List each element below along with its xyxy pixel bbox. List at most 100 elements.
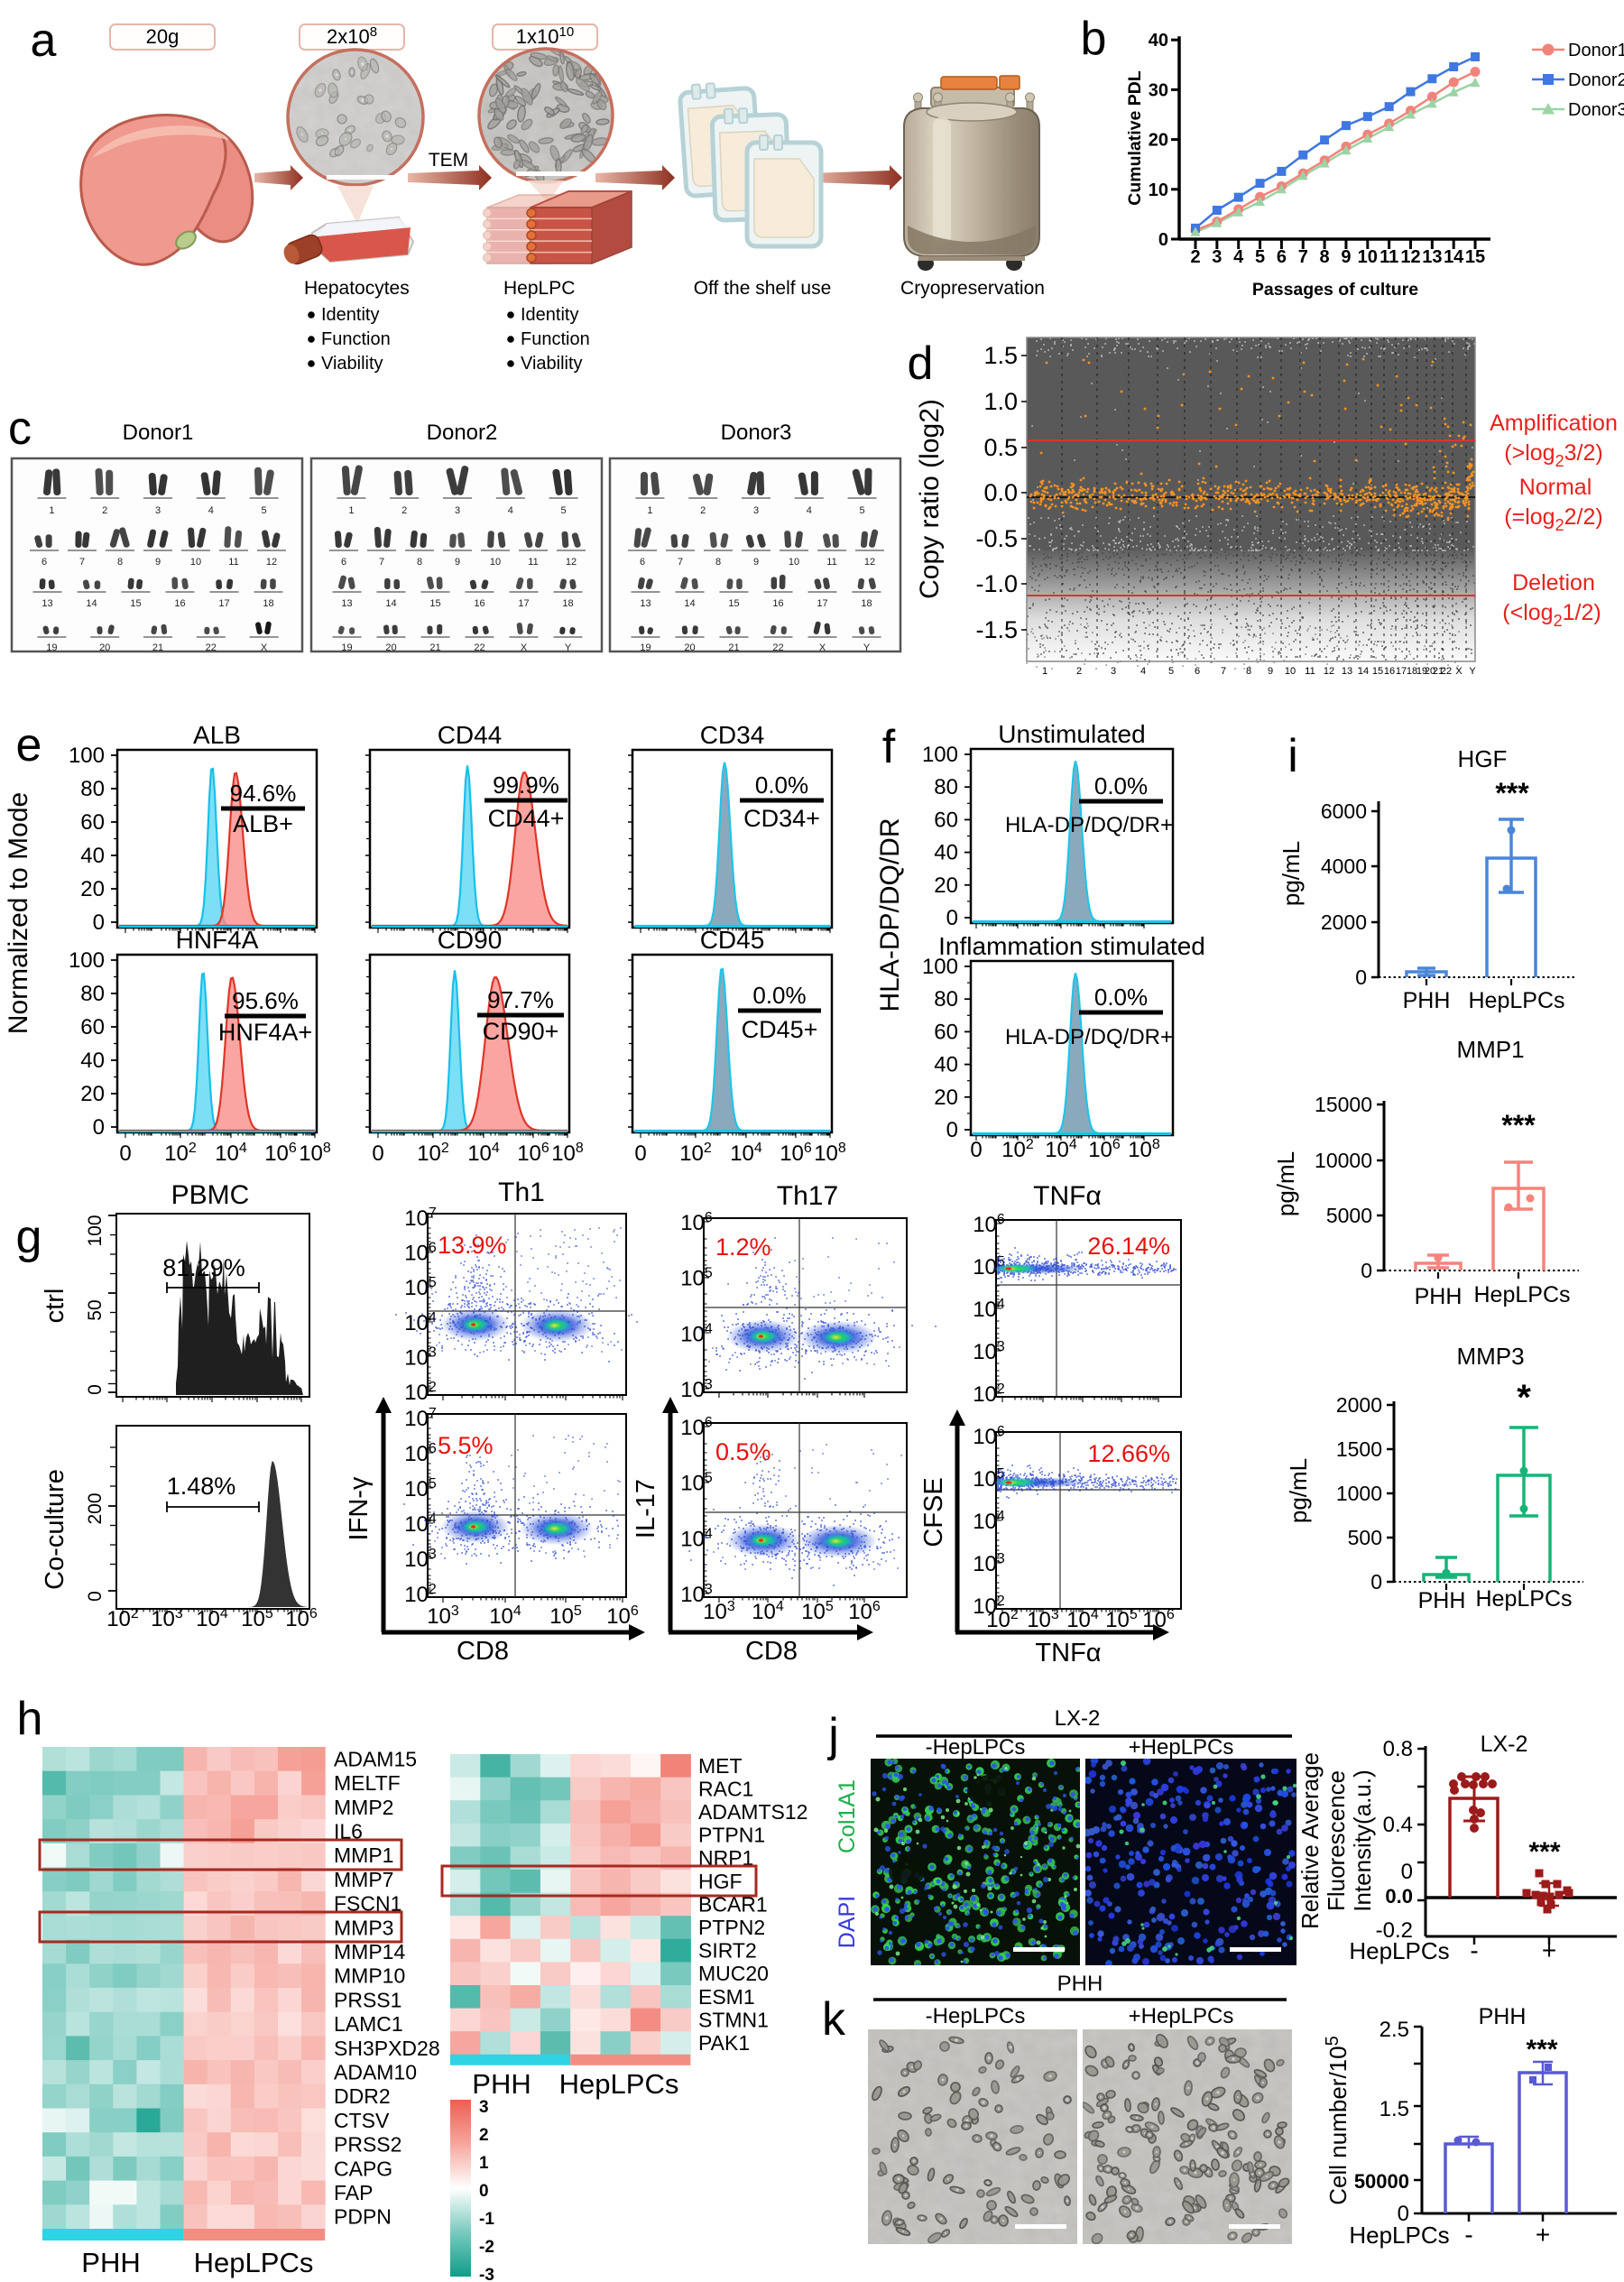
- svg-text:LX-2: LX-2: [1481, 1732, 1528, 1757]
- svg-text:MMP2: MMP2: [334, 1796, 393, 1819]
- svg-text:-0.2: -0.2: [1376, 1918, 1413, 1943]
- svg-text:PAK1: PAK1: [698, 2031, 750, 2055]
- svg-text:16: 16: [174, 598, 185, 609]
- svg-text:1: 1: [647, 505, 652, 516]
- svg-text:10: 10: [1149, 180, 1168, 200]
- svg-text:-: -: [1464, 2221, 1472, 2249]
- svg-text:20: 20: [934, 873, 958, 898]
- svg-text:6: 6: [42, 557, 47, 568]
- svg-text:e: e: [16, 719, 42, 771]
- svg-text:2.5: 2.5: [1379, 2018, 1409, 2042]
- svg-text:-HepLPCs: -HepLPCs: [926, 1735, 1026, 1760]
- svg-text:6: 6: [1277, 247, 1287, 267]
- svg-text:HepLPCs: HepLPCs: [194, 2247, 314, 2278]
- svg-text:TNFα: TNFα: [1033, 1181, 1102, 1211]
- svg-text:pg/mL: pg/mL: [1285, 1458, 1312, 1523]
- svg-text:MELTF: MELTF: [334, 1771, 401, 1795]
- svg-text:11: 11: [1305, 666, 1315, 677]
- svg-text:PHH: PHH: [472, 2068, 531, 2100]
- svg-text:2: 2: [1190, 247, 1200, 267]
- svg-text:PHH: PHH: [1418, 1588, 1466, 1613]
- svg-text:17: 17: [218, 598, 229, 609]
- svg-text:+: +: [1542, 1936, 1556, 1964]
- svg-text:pg/mL: pg/mL: [1272, 1151, 1299, 1216]
- svg-text:Inflammation stimulated: Inflammation stimulated: [938, 932, 1205, 960]
- svg-text:***: ***: [1528, 1837, 1560, 1867]
- svg-text:1000: 1000: [1336, 1482, 1382, 1505]
- svg-text:9: 9: [1268, 666, 1273, 677]
- svg-text:0: 0: [479, 2182, 489, 2201]
- svg-text:Identity: Identity: [321, 305, 379, 325]
- svg-text:MMP7: MMP7: [334, 1868, 393, 1891]
- svg-text:4: 4: [807, 505, 812, 516]
- svg-text:-1.5: -1.5: [975, 616, 1018, 643]
- svg-text:0: 0: [372, 1141, 383, 1166]
- svg-text:DAPI: DAPI: [835, 1896, 860, 1948]
- svg-text:Col1A1: Col1A1: [835, 1779, 860, 1853]
- svg-text:8: 8: [1246, 666, 1251, 677]
- svg-text:3: 3: [1212, 247, 1222, 267]
- svg-text:DDR2: DDR2: [334, 2084, 391, 2108]
- svg-text:100: 100: [922, 955, 958, 979]
- svg-text:11: 11: [228, 557, 238, 568]
- svg-text:(<log21/2): (<log21/2): [1502, 600, 1601, 630]
- svg-text:-1.0: -1.0: [975, 570, 1018, 597]
- svg-text:13: 13: [640, 598, 651, 609]
- svg-text:0.0: 0.0: [983, 479, 1018, 506]
- svg-text:HNF4A+: HNF4A+: [218, 1019, 312, 1046]
- svg-text:100: 100: [85, 1215, 106, 1246]
- svg-text:19: 19: [341, 642, 352, 653]
- svg-text:16: 16: [772, 598, 783, 609]
- svg-text:PHH: PHH: [1057, 1972, 1103, 1996]
- svg-text:2: 2: [700, 505, 706, 516]
- svg-text:2: 2: [479, 2126, 489, 2145]
- svg-text:5: 5: [262, 505, 267, 516]
- svg-text:CD34: CD34: [700, 721, 765, 749]
- svg-text:12: 12: [1324, 666, 1334, 677]
- svg-text:Normalized to Mode: Normalized to Mode: [4, 792, 33, 1034]
- svg-text:4: 4: [508, 505, 513, 516]
- svg-text:0: 0: [93, 1115, 105, 1140]
- svg-text:3: 3: [479, 2098, 489, 2117]
- svg-text:ADAM10: ADAM10: [334, 2060, 417, 2083]
- svg-text:15: 15: [728, 598, 739, 609]
- svg-text:104: 104: [730, 1141, 762, 1166]
- svg-text:9: 9: [155, 557, 161, 568]
- svg-text:pg/mL: pg/mL: [1278, 841, 1305, 906]
- svg-text:Cryopreservation: Cryopreservation: [900, 278, 1045, 299]
- svg-text:10: 10: [490, 557, 501, 568]
- svg-text:102: 102: [679, 1141, 712, 1166]
- svg-text:20: 20: [385, 642, 396, 653]
- svg-text:*: *: [1517, 1378, 1531, 1418]
- svg-text:99.9%: 99.9%: [493, 771, 559, 799]
- svg-text:(>log23/2): (>log23/2): [1504, 440, 1602, 470]
- svg-text:20g: 20g: [146, 25, 180, 48]
- svg-text:0.5%: 0.5%: [715, 1438, 771, 1465]
- svg-text:2: 2: [1076, 666, 1082, 677]
- svg-text:+: +: [1536, 2221, 1550, 2249]
- svg-text:2: 2: [401, 505, 407, 516]
- svg-text:Viability: Viability: [521, 354, 583, 374]
- svg-text:CD8: CD8: [457, 1637, 509, 1666]
- svg-text:4: 4: [1233, 247, 1244, 267]
- svg-text:Relative Average: Relative Average: [1296, 1752, 1324, 1929]
- svg-text:5: 5: [1255, 247, 1265, 267]
- svg-text:ESM1: ESM1: [698, 1985, 755, 2009]
- svg-text:17: 17: [1396, 666, 1407, 677]
- svg-text:0.8: 0.8: [1383, 1737, 1413, 1761]
- svg-text:5: 5: [561, 505, 567, 516]
- svg-text:5.5%: 5.5%: [438, 1432, 494, 1459]
- svg-text:Donor1: Donor1: [1568, 41, 1624, 60]
- svg-text:12: 12: [1400, 247, 1420, 267]
- svg-text:5000: 5000: [1326, 1204, 1372, 1227]
- svg-text:1: 1: [479, 2154, 489, 2173]
- svg-text:***: ***: [1501, 1109, 1536, 1141]
- svg-text:95.6%: 95.6%: [232, 987, 299, 1014]
- svg-text:81.29%: 81.29%: [162, 1254, 245, 1281]
- svg-text:13: 13: [42, 598, 52, 609]
- svg-text:20: 20: [80, 1082, 105, 1106]
- svg-text:0.0%: 0.0%: [1094, 772, 1148, 799]
- svg-text:19: 19: [46, 642, 57, 653]
- svg-text:7: 7: [1298, 247, 1308, 267]
- svg-text:1: 1: [348, 505, 354, 516]
